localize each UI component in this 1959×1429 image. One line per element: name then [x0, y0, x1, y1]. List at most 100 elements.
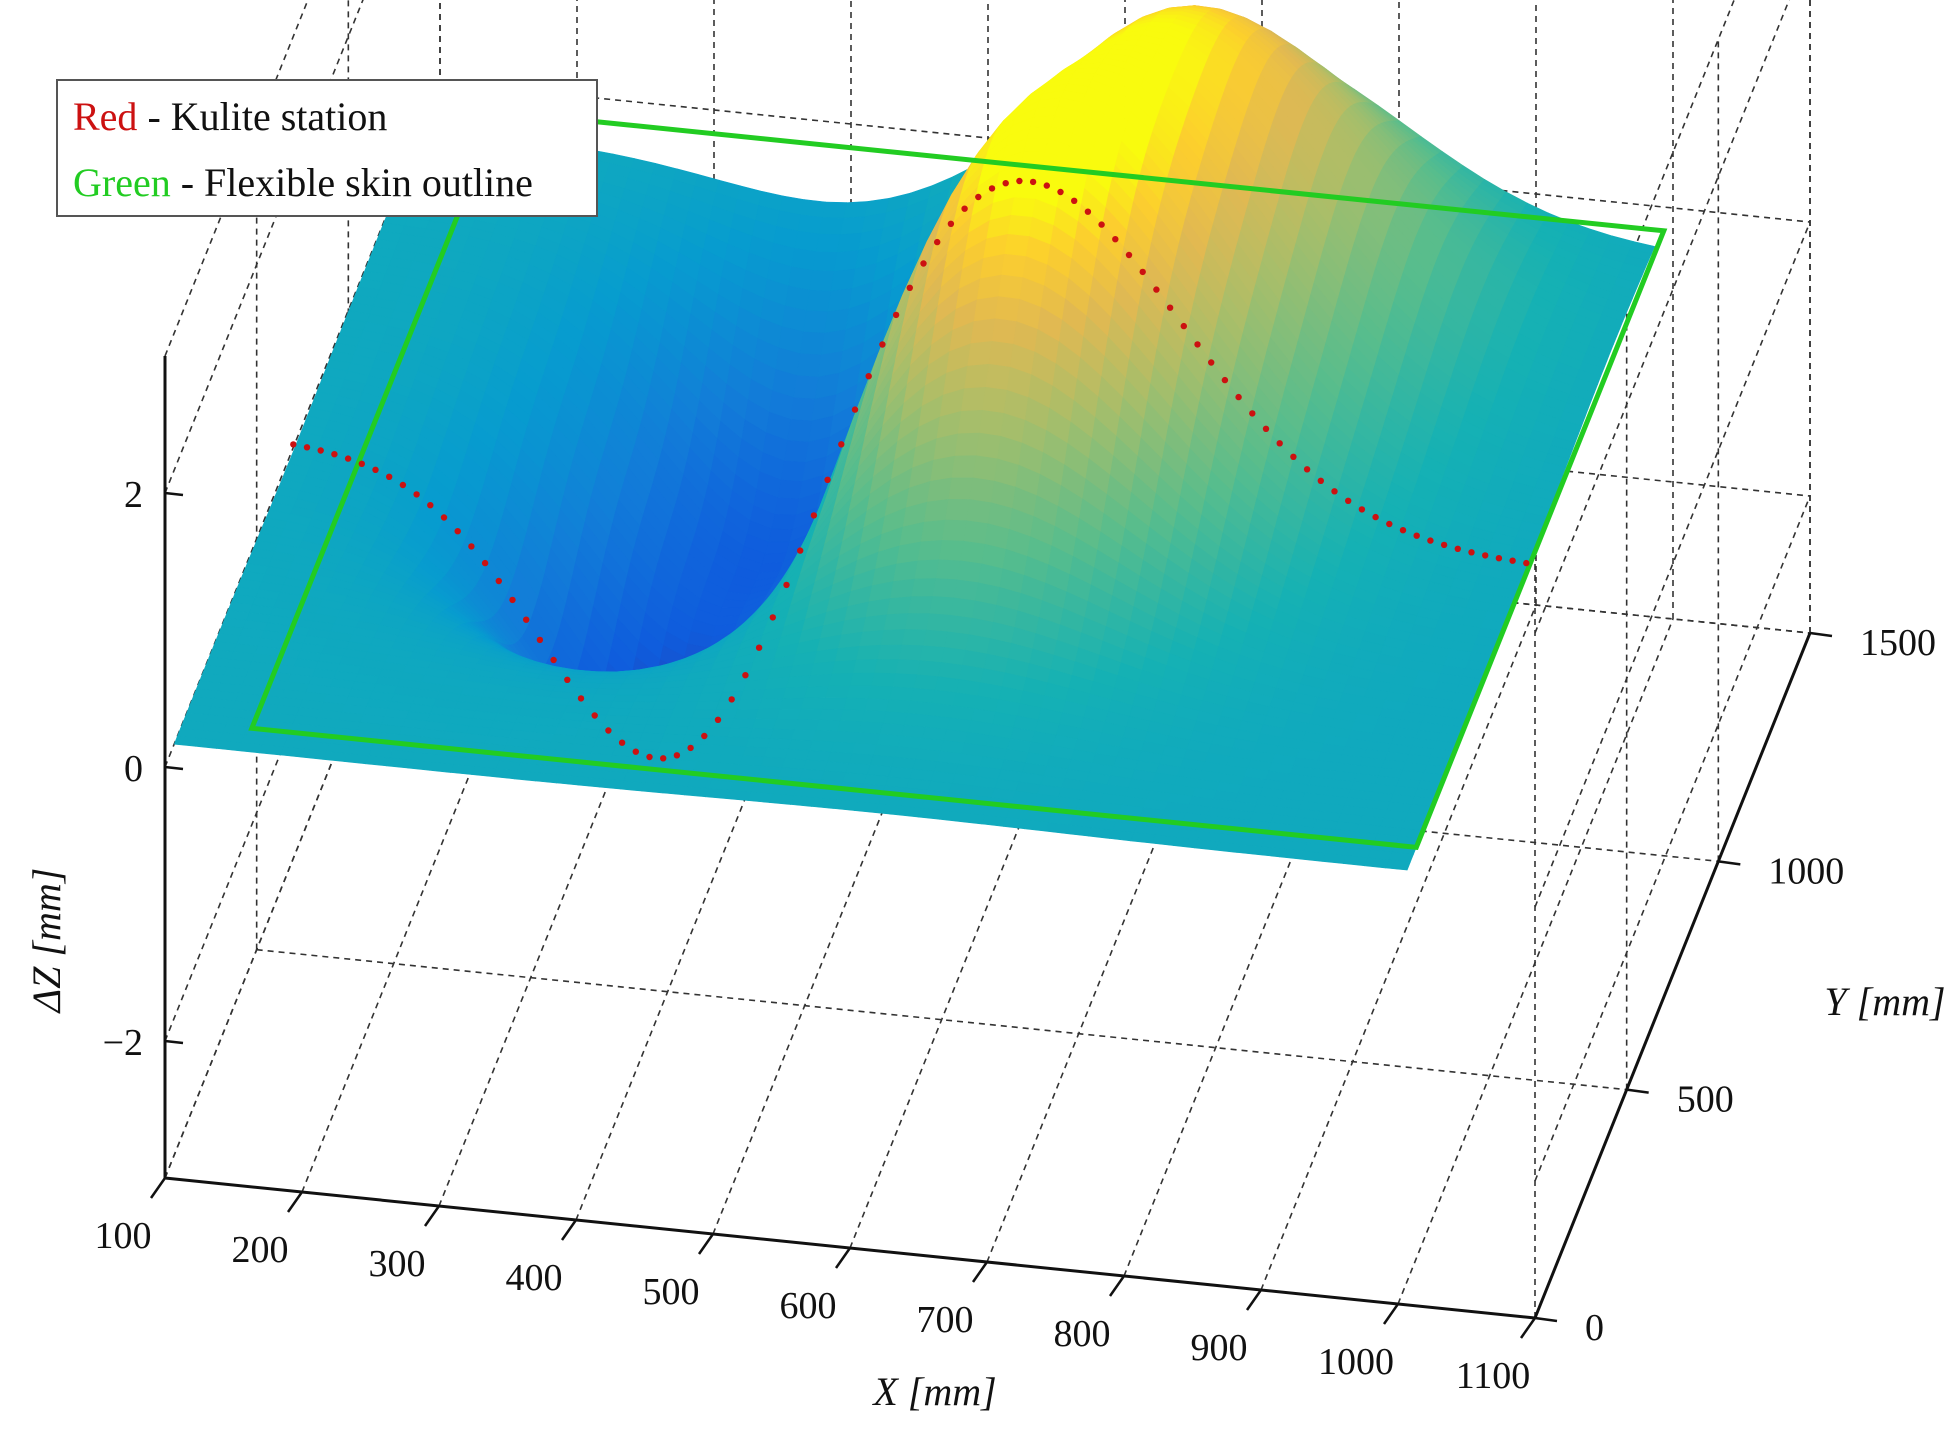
- surface-cell: [964, 363, 990, 390]
- surface-cell: [923, 498, 950, 523]
- surface-cell: [945, 498, 971, 522]
- surface-cell: [758, 698, 784, 710]
- x-tick-mark: [286, 1191, 304, 1213]
- back-wall-grid-line-z: [439, 81, 1811, 223]
- z-tick-label: 2: [124, 474, 143, 516]
- x-tick-label: 200: [232, 1229, 289, 1271]
- surface-cell: [688, 717, 714, 728]
- surface-cell: [812, 251, 838, 272]
- surface-cell: [660, 733, 686, 744]
- y-tick-label: 1500: [1860, 622, 1936, 664]
- surface-cell: [877, 644, 903, 661]
- surface-cell: [658, 686, 684, 696]
- surface-cell: [651, 701, 678, 711]
- kulite-station-point: [1372, 513, 1379, 521]
- surface-cell: [799, 331, 825, 356]
- surface-cell: [630, 701, 656, 710]
- surface-cell: [895, 659, 921, 676]
- surface-cell: [938, 539, 964, 562]
- surface-cell: [739, 755, 765, 767]
- surface-cell: [803, 310, 829, 334]
- kulite-station-point: [1249, 410, 1256, 417]
- surface-cell: [800, 199, 826, 218]
- surface-cell: [726, 790, 752, 801]
- kulite-station-point: [851, 406, 859, 413]
- surface-cell: [666, 717, 693, 727]
- surface-cell: [840, 216, 866, 236]
- surface-cell: [598, 778, 625, 790]
- kulite-station-point: [331, 451, 338, 458]
- kulite-station-point: [454, 528, 461, 535]
- kulite-station-point: [783, 581, 790, 589]
- surface-cell: [642, 724, 668, 735]
- surface-cell: [761, 687, 787, 700]
- surface-cell: [836, 232, 863, 253]
- surface-cell: [864, 698, 890, 713]
- surface-cell: [736, 699, 763, 710]
- surface-cell: [849, 672, 875, 687]
- kulite-station-point: [1153, 286, 1160, 293]
- x-tick-label: 1000: [1318, 1341, 1394, 1383]
- surface-cell: [939, 810, 965, 823]
- surface-cell: [970, 318, 996, 345]
- surface-cell: [450, 764, 476, 775]
- surface-cell: [941, 647, 967, 666]
- kulite-station-point: [934, 238, 941, 246]
- surface-cell: [627, 708, 653, 718]
- kulite-station-point: [742, 672, 749, 679]
- kulite-station-point: [427, 502, 434, 509]
- surface-cell: [577, 776, 603, 788]
- surface-cell: [828, 672, 854, 687]
- kulite-station-point: [344, 455, 352, 462]
- surface-cell: [822, 697, 848, 711]
- kulite-station-point: [1358, 506, 1366, 513]
- kulite-station-point: [1194, 341, 1201, 348]
- surface-cell: [727, 727, 753, 739]
- surface-cell: [766, 738, 793, 750]
- z-axis-label: ΔZ [mm]: [24, 868, 69, 1015]
- left-wall-grid-line-z: [164, 355, 441, 1042]
- surface-cell: [802, 759, 829, 772]
- surface-cell: [961, 386, 987, 412]
- kulite-station-point: [564, 676, 571, 683]
- y-tick-label: 1000: [1768, 850, 1844, 892]
- surface-cell: [800, 697, 826, 710]
- kulite-station-point: [728, 696, 735, 703]
- surface-cell: [904, 613, 930, 631]
- kulite-station-point: [988, 185, 996, 192]
- surface-cell: [603, 675, 630, 680]
- x-tick-mark: [1245, 1289, 1263, 1311]
- surface-cell: [706, 726, 732, 738]
- surface-cell: [676, 693, 702, 703]
- surface-cell: [831, 659, 857, 675]
- kulite-station-point: [618, 739, 626, 746]
- back-wall-grid-line-z: [439, 492, 1811, 634]
- surface-cell: [1279, 848, 1305, 860]
- floor-grid-line-x: [712, 548, 989, 1235]
- kulite-station-point: [1345, 497, 1352, 504]
- surface-cell: [709, 718, 735, 729]
- surface-cell: [773, 718, 799, 731]
- surface-cell: [782, 686, 808, 700]
- surface-cell: [932, 578, 958, 599]
- z-tick-label: 0: [124, 748, 143, 790]
- surface-cell: [683, 786, 710, 798]
- surface-cell: [903, 712, 930, 728]
- surface-cell: [1385, 859, 1411, 871]
- kulite-station-point: [975, 193, 982, 201]
- legend-text-red: - Kulite station: [137, 94, 387, 139]
- surface-cell: [916, 660, 942, 678]
- surface-cell: [779, 697, 805, 710]
- floor-grid-line-y: [256, 948, 1627, 1091]
- surface-cell: [790, 397, 816, 422]
- surface-cell: [790, 795, 816, 807]
- z-tick-mark: [164, 765, 184, 771]
- kulite-station-point: [577, 695, 585, 702]
- surface-cell: [1113, 39, 1139, 46]
- surface-cell: [975, 432, 1002, 460]
- surface-cell: [636, 687, 663, 696]
- floor-grid-line-x: [1123, 590, 1400, 1277]
- surface-cell: [764, 676, 790, 690]
- kulite-station-point: [481, 559, 489, 567]
- kulite-station-point: [1139, 268, 1146, 276]
